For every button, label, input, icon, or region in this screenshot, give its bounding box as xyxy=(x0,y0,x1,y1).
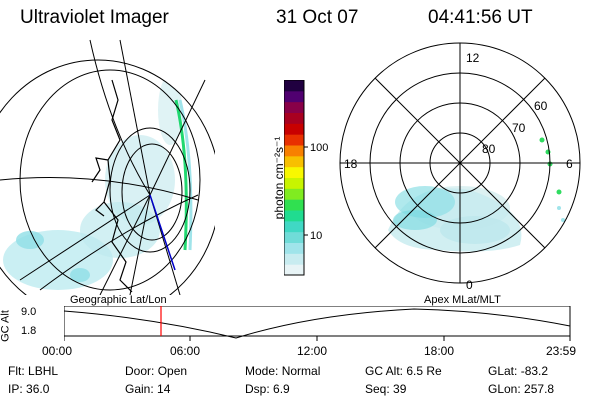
info-mode: Mode: Normal xyxy=(245,364,321,378)
colorbar-frame xyxy=(284,80,305,276)
colorbar-segment xyxy=(284,188,304,200)
mlat-label-60: 60 xyxy=(534,99,548,113)
mlt-label-dawn: 6 xyxy=(566,157,573,171)
time-tick-0000: 00:00 xyxy=(42,344,73,358)
info-ip: IP: 36.0 xyxy=(8,382,50,396)
colorbar-tick-label: 10 xyxy=(310,230,322,242)
mlt-labels: 12 18 6 0 xyxy=(344,51,573,290)
colorbar-segment xyxy=(284,112,304,124)
info-glat: GLat: -83.2 xyxy=(488,364,549,378)
colorbar-segment xyxy=(284,253,304,265)
time-tick-1200: 12:00 xyxy=(297,344,328,358)
colorbar-tick-label: 100 xyxy=(310,142,328,154)
colorbar-segment xyxy=(284,101,304,113)
terminator-line xyxy=(149,194,176,271)
info-door: Door: Open xyxy=(125,364,188,378)
time-tick-1800: 18:00 xyxy=(424,344,455,358)
colorbar-segment xyxy=(284,242,304,254)
mlt-label-midnight: 0 xyxy=(466,278,473,290)
colorbar-segment xyxy=(284,264,304,276)
colorbar-segment xyxy=(284,90,304,103)
geo-panel-label: Geographic Lat/Lon xyxy=(70,294,167,306)
colorbar-segment xyxy=(284,134,304,146)
mlat-labels: 60 70 80 xyxy=(482,99,548,156)
mlt-label-dusk: 18 xyxy=(344,157,358,171)
info-gc-alt: GC Alt: 6.5 Re xyxy=(365,364,442,378)
instrument-title: Ultraviolet Imager xyxy=(20,7,169,28)
altitude-ylabel: GC Alt xyxy=(0,310,12,342)
colorbar-segment xyxy=(284,220,304,233)
observation-date: 31 Oct 07 xyxy=(276,7,359,28)
polar-mlat-mlt-panel: 12 18 6 0 60 70 80 xyxy=(339,42,581,290)
coastline xyxy=(91,79,133,293)
colorbar-segment xyxy=(284,199,304,211)
colorbar-segment xyxy=(284,177,304,189)
colorbar: 100 10 xyxy=(284,80,328,276)
colorbar-segment xyxy=(284,166,304,178)
polar-grid xyxy=(339,42,581,284)
colorbar-segment xyxy=(284,123,304,135)
geo-graticule xyxy=(0,39,215,295)
info-seq: Seq: 39 xyxy=(365,382,407,396)
info-glon: GLon: 257.8 xyxy=(488,382,555,396)
info-dsp: Dsp: 6.9 xyxy=(245,382,290,396)
mlat-label-70: 70 xyxy=(512,121,526,135)
altitude-curve xyxy=(64,308,571,339)
polar-aurora-image xyxy=(388,137,565,252)
geographic-map-panel xyxy=(0,39,215,295)
altitude-plot-frame xyxy=(64,306,571,337)
colorbar-segment xyxy=(284,145,304,157)
altitude-ylabel-box: GC Alt xyxy=(0,306,12,346)
time-tick-0600: 06:00 xyxy=(170,344,201,358)
mlat-label-80: 80 xyxy=(482,142,496,156)
altitude-tick-min: 1.8 xyxy=(21,325,37,337)
colorbar-segment xyxy=(284,231,304,243)
colorbar-segment xyxy=(284,210,304,222)
polar-panel-label: Apex MLat/MLT xyxy=(424,294,501,306)
time-tick-2359: 23:59 xyxy=(546,344,577,358)
altitude-tick-max: 9.0 xyxy=(21,306,37,318)
info-filter: Flt: LBHL xyxy=(8,364,59,378)
info-gain: Gain: 14 xyxy=(125,382,171,396)
altitude-timeline xyxy=(64,306,571,341)
observation-time: 04:41:56 UT xyxy=(428,7,533,28)
geo-aurora-image xyxy=(3,75,193,290)
colorbar-segment xyxy=(284,155,304,168)
mlt-label-noon: 12 xyxy=(466,51,480,65)
colorbar-segment xyxy=(284,80,304,92)
